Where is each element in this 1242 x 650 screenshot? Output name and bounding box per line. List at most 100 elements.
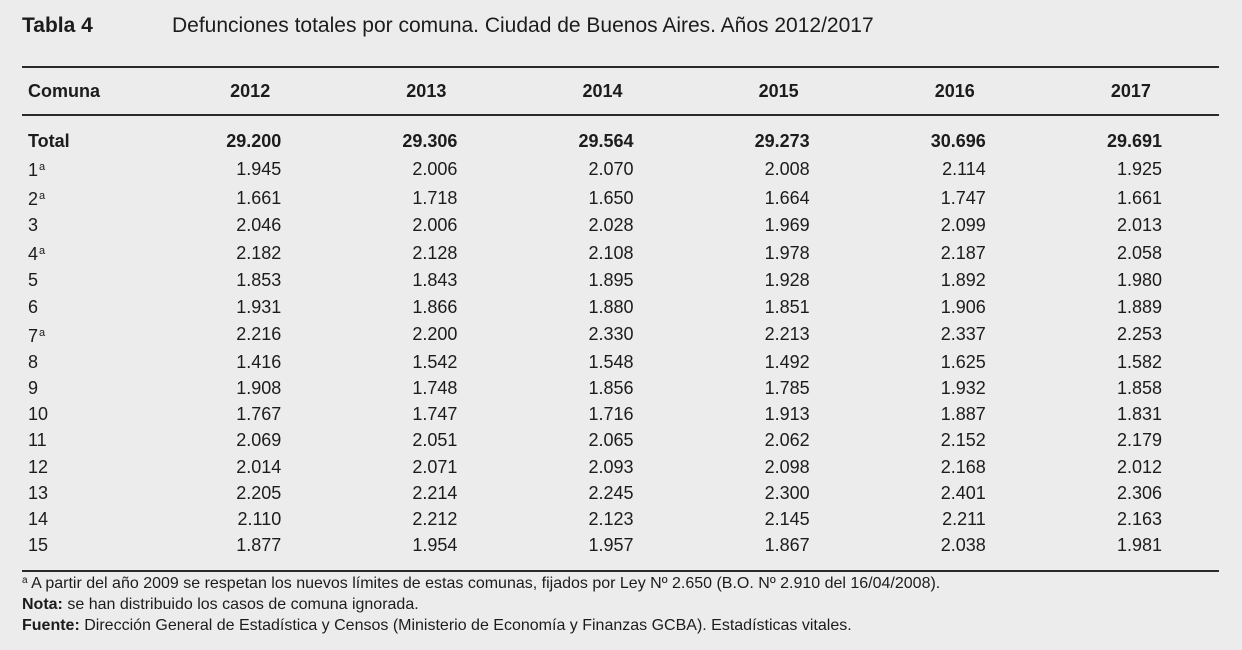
value-cell: 2.051 (412, 430, 458, 451)
value-cell: 1.831 (1116, 404, 1162, 425)
value-cell: 2.012 (1116, 456, 1162, 477)
comuna-cell: 10 (22, 401, 162, 427)
footnote: a A partir del año 2009 se respetan los … (22, 570, 940, 594)
comuna-number: 14 (28, 508, 49, 529)
value-cell: 1.416 (236, 351, 282, 372)
value-cell: 1.932 (940, 378, 986, 399)
value-cell: 2.128 (412, 242, 458, 263)
value-cell: 1.650 (588, 187, 634, 208)
value-cell: 1.981 (1116, 535, 1162, 556)
value-cell: 2.013 (1116, 215, 1162, 236)
comuna-cell: 11 (22, 427, 162, 453)
value-cell: 1.969 (764, 215, 810, 236)
table-row: 12 2.014 2.071 2.093 2.098 2.168 2.012 (22, 454, 1219, 480)
table-row: 3 2.046 2.006 2.028 1.969 2.099 2.013 (22, 212, 1219, 238)
value-cell: 1.748 (412, 378, 458, 399)
value-cell: 2.114 (942, 158, 986, 179)
table-row: 2a 1.661 1.718 1.650 1.664 1.747 1.661 (22, 183, 1219, 212)
value-cell: 1.925 (1116, 158, 1162, 179)
value-cell: 1.913 (764, 404, 810, 425)
comuna-number: 12 (28, 456, 49, 477)
total-row: Total 29.200 29.306 29.564 29.273 30.696… (22, 115, 1219, 154)
comuna-cell: 2a (22, 183, 162, 212)
value-cell: 2.306 (1116, 482, 1162, 503)
column-header-comuna: Comuna (28, 80, 100, 101)
value-cell: 2.038 (940, 535, 986, 556)
value-cell: 2.168 (940, 456, 986, 477)
value-cell: 1.906 (940, 296, 986, 317)
value-cell: 2.058 (1116, 242, 1162, 263)
comuna-cell: 4a (22, 238, 162, 267)
value-cell: 2.070 (588, 158, 634, 179)
value-cell: 2.187 (940, 242, 986, 263)
comuna-number: 2 (28, 189, 39, 210)
footnote-mark: a (39, 326, 46, 339)
value-cell: 2.213 (764, 324, 810, 345)
table-row: 1a 1.945 2.006 2.070 2.008 2.114 1.925 (22, 154, 1219, 183)
footnote-mark: a (22, 575, 28, 586)
value-cell: 1.895 (588, 270, 634, 291)
value-cell: 1.892 (940, 270, 986, 291)
column-header-year: 2016 (934, 80, 975, 101)
table-row: 7a 2.216 2.200 2.330 2.213 2.337 2.253 (22, 320, 1219, 349)
footnote-text: A partir del año 2009 se respetan los nu… (31, 575, 941, 592)
fuente: Fuente: Dirección General de Estadística… (22, 615, 940, 636)
value-cell: 2.099 (940, 215, 986, 236)
table-row: 11 2.069 2.051 2.065 2.062 2.152 2.179 (22, 427, 1219, 453)
value-cell: 1.908 (236, 378, 282, 399)
column-header-year: 2014 (582, 80, 623, 101)
value-cell: 1.945 (236, 158, 282, 179)
value-cell: 2.245 (588, 482, 634, 503)
table-row: 5 1.853 1.843 1.895 1.928 1.892 1.980 (22, 267, 1219, 293)
value-cell: 1.542 (412, 351, 458, 372)
value-cell: 2.300 (764, 482, 810, 503)
table-row: 8 1.416 1.542 1.548 1.492 1.625 1.582 (22, 349, 1219, 375)
table-row: 10 1.767 1.747 1.716 1.913 1.887 1.831 (22, 401, 1219, 427)
total-cell: 30.696 (930, 131, 986, 152)
comuna-cell: 15 (22, 532, 162, 571)
comuna-number: 4 (28, 244, 39, 265)
comuna-cell: 14 (22, 506, 162, 532)
value-cell: 1.747 (412, 404, 458, 425)
value-cell: 2.253 (1116, 324, 1162, 345)
table-row: 14 2.110 2.212 2.123 2.145 2.211 2.163 (22, 506, 1219, 532)
table-header-row: Comuna 2012 2013 2014 2015 2016 2017 (22, 67, 1219, 115)
value-cell: 2.182 (236, 242, 282, 263)
table-row: 15 1.877 1.954 1.957 1.867 2.038 1.981 (22, 532, 1219, 572)
comuna-cell: 6 (22, 294, 162, 320)
value-cell: 1.867 (764, 535, 810, 556)
column-header-year: 2015 (758, 80, 799, 101)
total-cell: 29.273 (754, 131, 810, 152)
column-header-year: 2013 (406, 80, 447, 101)
value-cell: 1.889 (1116, 296, 1162, 317)
fuente-label: Fuente: (22, 617, 80, 634)
value-cell: 1.492 (764, 351, 810, 372)
total-cell: 29.564 (578, 131, 634, 152)
table-notes: a A partir del año 2009 se respetan los … (22, 570, 940, 636)
value-cell: 1.866 (412, 296, 458, 317)
comuna-number: 11 (28, 430, 47, 451)
value-cell: 2.212 (412, 508, 458, 529)
value-cell: 2.108 (588, 242, 634, 263)
value-cell: 2.014 (236, 456, 282, 477)
value-cell: 2.071 (412, 456, 458, 477)
value-cell: 1.785 (764, 378, 810, 399)
table-label: Tabla 4 (22, 14, 93, 37)
value-cell: 1.954 (412, 535, 458, 556)
value-cell: 1.718 (412, 187, 458, 208)
footnote-mark: a (39, 161, 46, 174)
value-cell: 2.337 (940, 324, 986, 345)
value-cell: 1.661 (236, 187, 282, 208)
value-cell: 2.330 (588, 324, 634, 345)
table-row: 6 1.931 1.866 1.880 1.851 1.906 1.889 (22, 294, 1219, 320)
comuna-number: 8 (28, 351, 39, 372)
value-cell: 1.856 (588, 378, 634, 399)
value-cell: 1.625 (940, 351, 986, 372)
value-cell: 2.098 (764, 456, 810, 477)
value-cell: 1.858 (1116, 378, 1162, 399)
value-cell: 2.200 (412, 324, 458, 345)
data-table: Comuna 2012 2013 2014 2015 2016 2017 Tot… (22, 66, 1219, 572)
comuna-cell: 3 (22, 212, 162, 238)
value-cell: 1.747 (940, 187, 986, 208)
table-title: Defunciones totales por comuna. Ciudad d… (172, 14, 874, 37)
